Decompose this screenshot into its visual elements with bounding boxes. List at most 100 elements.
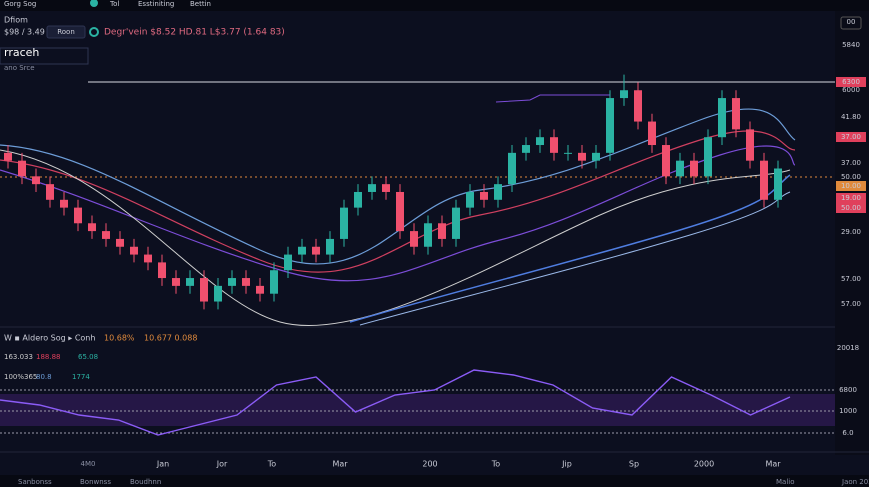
top-bar [0, 0, 869, 11]
rsi-stat: 1774 [72, 373, 90, 381]
candle-body [46, 184, 54, 200]
price-tag [836, 77, 866, 87]
candle-body [438, 223, 446, 239]
rsi-axis-label: 20018 [837, 344, 859, 352]
candle-body [466, 191, 474, 208]
candle-body [88, 223, 96, 232]
menu-item: Gorg Sog [4, 0, 36, 8]
candle-body [4, 152, 12, 161]
candle-body [746, 129, 754, 161]
time-label: Jan [156, 460, 169, 469]
rsi-stat: 100%365 [4, 373, 37, 381]
candle-body [298, 246, 306, 255]
price-label: 41.80 [841, 113, 861, 121]
menu-item: Bettin [190, 0, 211, 8]
price-tag [836, 181, 866, 191]
footer-item: Malio [776, 478, 795, 486]
rsi-value: 10.68% [104, 334, 135, 343]
candle-body [172, 278, 180, 286]
candle-body [340, 207, 348, 239]
menu-item: Esstiniting [138, 0, 174, 8]
price-tag [836, 132, 866, 142]
candle-body [284, 254, 292, 271]
candle-body [760, 160, 768, 200]
candle-body [564, 152, 572, 154]
rsi-stat: 188.88 [36, 353, 61, 361]
moving-average [0, 145, 796, 282]
candle-body [116, 238, 124, 247]
footer-item: Boudhnn [130, 478, 161, 486]
rsi-stat: 163.033 [4, 353, 33, 361]
price-label: 10.00 [841, 182, 861, 190]
logo [90, 0, 98, 7]
price: $98 / 3.49 [4, 28, 45, 37]
candle-body [620, 90, 628, 99]
price-label: 37.00 [841, 133, 861, 141]
price-label: 19.00 [841, 194, 861, 202]
price-label: 50.00 [841, 173, 861, 181]
candle-body [228, 278, 236, 286]
moving-average [359, 191, 791, 326]
rsi-stat: 80.8 [36, 373, 52, 381]
candle-body [480, 191, 488, 200]
candle-body [634, 90, 642, 122]
button[interactable] [46, 25, 86, 39]
candle-body [18, 160, 26, 177]
candle-body [606, 98, 614, 153]
candle-body [396, 191, 404, 232]
candle-body [270, 270, 278, 294]
candle-body [648, 121, 656, 146]
moving-average [0, 149, 791, 327]
price-label: 6300 [842, 78, 860, 86]
candle-body [102, 231, 110, 239]
candle-body [368, 184, 376, 192]
candle-body [662, 145, 670, 177]
candle-body [32, 176, 40, 185]
candle-body [256, 285, 264, 294]
time-label: 2000 [694, 460, 714, 469]
price-label: 50.00 [841, 204, 861, 212]
time-label: 200 [422, 460, 437, 469]
footer-bar [0, 475, 869, 487]
candle-body [452, 207, 460, 239]
candle-body [424, 223, 432, 247]
candle-body [494, 184, 502, 200]
candle-body [242, 278, 250, 286]
candle-body [130, 246, 138, 255]
time-label: To [267, 460, 277, 469]
moving-average [349, 174, 791, 323]
footer-item: Sanbonss [18, 478, 52, 486]
footer-item: Bonwnss [80, 478, 111, 486]
button-label: Roon [57, 28, 75, 36]
time-label: Jip [561, 460, 572, 469]
rsi-stat: 65.08 [78, 353, 98, 361]
price-label: 6000 [842, 86, 860, 94]
candle-body [522, 145, 530, 153]
price-label: 5840 [842, 41, 860, 49]
candle-body [144, 254, 152, 263]
candle-body [578, 152, 586, 161]
candle-body [550, 137, 558, 153]
rsi-axis-label: 6.0 [842, 429, 853, 437]
price-label: 57.00 [841, 300, 861, 308]
candle-body [704, 137, 712, 177]
candle-body [186, 278, 194, 286]
candle-body [410, 231, 418, 247]
rsi-value: 10.677 0.088 [144, 334, 197, 343]
time-label: Mar [332, 460, 348, 469]
button[interactable] [840, 16, 862, 30]
moving-average [495, 94, 610, 103]
candle-body [200, 278, 208, 302]
rsi-axis-label: 1000 [839, 407, 857, 415]
candle-body [774, 168, 782, 200]
candle-body [732, 98, 740, 130]
price-label: 57.00 [841, 275, 861, 283]
toolbar-item: 4M0 [81, 460, 96, 468]
price-tag [836, 203, 866, 213]
candle-body [74, 207, 82, 224]
status-icon [89, 27, 99, 37]
quote: Degr'vein $8.52 HD.81 L$3.77 (1.64 83) [104, 28, 285, 38]
name-box [0, 47, 89, 65]
rsi-line [0, 369, 791, 436]
candle-body [676, 160, 684, 177]
